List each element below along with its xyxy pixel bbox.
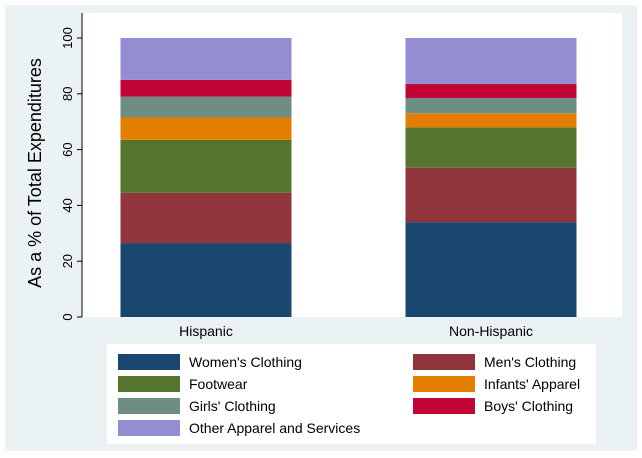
bar-segment <box>120 192 292 244</box>
bars <box>120 38 577 317</box>
legend-label: Girls' Clothing <box>189 398 276 414</box>
bar-segment <box>405 38 577 85</box>
legend: Women's Clothing Men's Clothing Footwear In… <box>107 344 596 444</box>
y-tick-label: 20 <box>60 254 75 268</box>
bar-segment <box>120 139 292 193</box>
legend-swatch <box>413 376 475 392</box>
legend-label: Footwear <box>189 376 248 392</box>
legend-swatch <box>118 376 180 392</box>
x-tick-label: Non-Hispanic <box>449 323 533 339</box>
legend-label: Other Apparel and Services <box>189 420 360 436</box>
bar-segment <box>405 222 577 317</box>
bar-segment <box>405 127 577 168</box>
y-tick-label: 80 <box>60 87 75 101</box>
x-tick-label: Hispanic <box>179 323 233 339</box>
bar-segment <box>405 97 577 114</box>
legend-swatch <box>118 354 180 370</box>
legend-swatch <box>118 420 180 436</box>
bar-segment <box>405 84 577 98</box>
legend-label: Women's Clothing <box>189 354 302 370</box>
bar-segment <box>405 167 577 223</box>
y-tick-label: 0 <box>60 313 75 320</box>
legend-label: Boys' Clothing <box>484 398 573 414</box>
y-tick-label: 60 <box>60 142 75 156</box>
bar-segment <box>120 38 292 80</box>
bar-segment <box>120 96 292 118</box>
legend-box <box>107 344 596 444</box>
bar-segment <box>405 113 577 128</box>
legend-swatch <box>118 398 180 414</box>
bar-segment <box>120 117 292 140</box>
legend-label: Infants' Apparel <box>484 376 580 392</box>
legend-swatch <box>413 398 475 414</box>
chart-background: 0 20 40 60 80 100 Hispanic Non-Hispanic As a %… <box>5 5 637 451</box>
plot-area: 0 20 40 60 80 100 Hispanic Non-Hispanic As a %… <box>25 13 622 339</box>
stacked-bar-chart: 0 20 40 60 80 100 Hispanic Non-Hispanic As a %… <box>25 13 622 444</box>
legend-label: Men's Clothing <box>484 354 576 370</box>
x-tick-labels: Hispanic Non-Hispanic <box>179 323 533 339</box>
y-axis-title: As a % of Total Expenditures <box>25 58 45 288</box>
y-tick-label: 40 <box>60 198 75 212</box>
y-ticks: 0 20 40 60 80 100 <box>60 27 82 321</box>
y-tick-label: 100 <box>60 27 75 49</box>
legend-items: Women's Clothing Men's Clothing Footwear In… <box>118 354 580 436</box>
legend-swatch <box>413 354 475 370</box>
bar-segment <box>120 79 292 97</box>
bar-segment <box>120 243 292 317</box>
